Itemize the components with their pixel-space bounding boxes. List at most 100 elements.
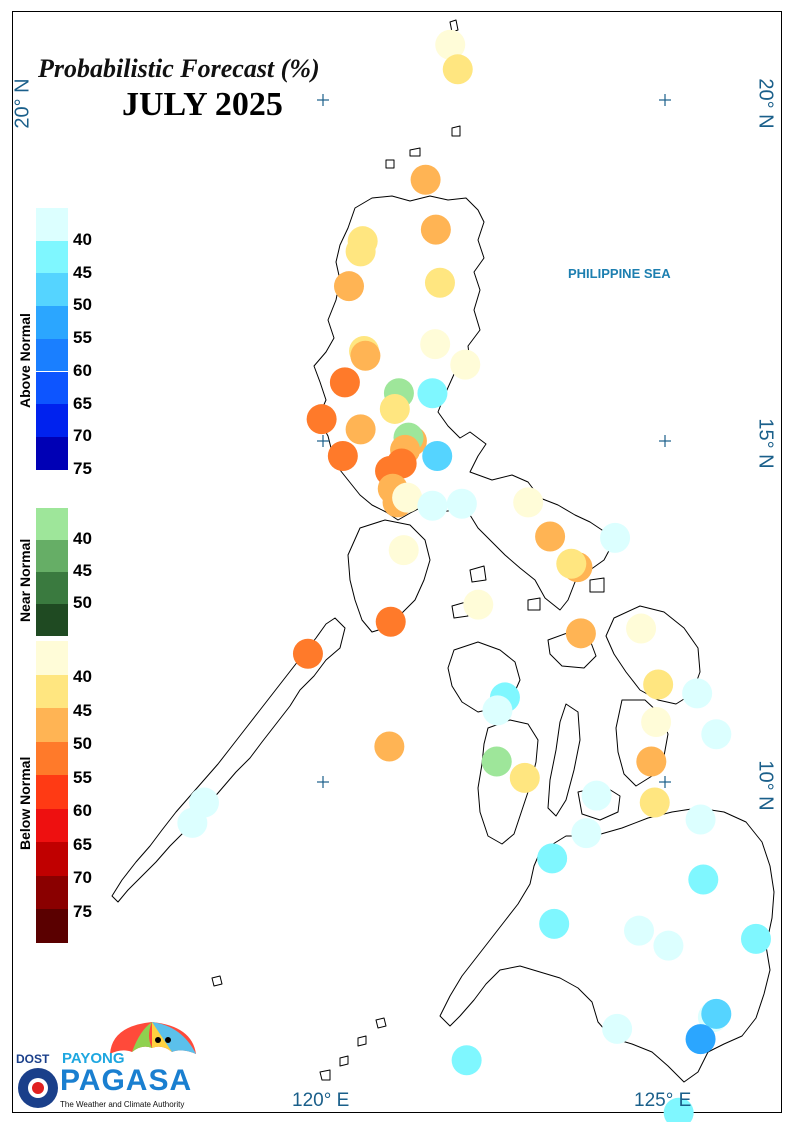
legend-value-near-2: 50: [73, 593, 92, 612]
legend-value-above-2: 50: [73, 295, 92, 315]
station-marker-41: [643, 669, 674, 700]
legend-value-below-5: 65: [73, 834, 92, 854]
legend-swatch-above-7: [36, 436, 68, 470]
station-marker-56: [571, 818, 602, 849]
legend-value-above-0: 40: [73, 230, 92, 249]
station-marker-60: [624, 915, 655, 946]
legend-swatch-below-0: [36, 641, 68, 675]
legend-swatch-near-1: [36, 540, 68, 572]
station-marker-55: [685, 804, 716, 835]
station-marker-0: [435, 29, 466, 60]
legend-swatch-below-4: [36, 775, 68, 809]
legend-value-below-1: 45: [73, 700, 92, 720]
station-marker-62: [740, 923, 771, 954]
station-marker-30: [513, 487, 544, 518]
legend-value-near-0: 40: [73, 529, 92, 548]
station-marker-49: [636, 746, 667, 777]
umbrella-icon: [18, 1022, 196, 1108]
station-marker-52: [639, 787, 670, 818]
station-marker-67: [451, 1045, 482, 1076]
station-marker-11: [450, 349, 481, 380]
station-marker-40: [292, 638, 323, 669]
grid-crosses: [317, 94, 671, 788]
cebu-coastline: [547, 703, 581, 817]
legend-above-label: Above Normal: [17, 313, 33, 408]
legend-swatch-below-6: [36, 842, 68, 876]
lat-label-20-left: 20° N: [11, 78, 34, 129]
station-marker-48: [481, 746, 512, 777]
station-marker-57: [537, 843, 568, 874]
station-marker-42: [682, 678, 713, 709]
lat-label-15-right: 15° N: [754, 418, 777, 469]
station-marker-15: [379, 393, 410, 424]
legend-swatch-above-2: [36, 273, 68, 307]
station-marker-5: [345, 236, 376, 267]
station-marker-10: [350, 340, 381, 371]
station-marker-51: [581, 780, 612, 811]
northern-islands: [385, 19, 461, 169]
station-marker-45: [641, 706, 672, 737]
station-marker-28: [417, 490, 448, 521]
station-marker-47: [374, 731, 405, 762]
legend-value-below-6: 70: [73, 868, 92, 887]
station-marker-36: [463, 589, 494, 620]
station-marker-33: [388, 535, 419, 566]
station-marker-6: [333, 271, 364, 302]
station-marker-16: [306, 404, 337, 435]
pagasa-logo: DOST PAYONG PAGASA The Weather and Clima…: [12, 1018, 212, 1113]
station-marker-50: [509, 762, 540, 793]
lat-label-20-right: 20° N: [754, 78, 777, 129]
station-marker-7: [424, 267, 455, 298]
legend-value-above-3: 55: [73, 328, 92, 348]
legend-near-label: Near Normal: [17, 538, 33, 622]
coastline: [111, 19, 775, 1083]
station-marker-44: [482, 695, 513, 726]
station-marker-64: [701, 998, 732, 1029]
legend-swatch-above-4: [36, 338, 68, 372]
legend-value-near-1: 45: [73, 561, 92, 580]
negros-coastline: [477, 719, 539, 845]
legend-value-above-5: 65: [73, 393, 92, 413]
legend-swatch-below-1: [36, 674, 68, 708]
station-marker-31: [535, 521, 566, 552]
lat-label-10-right: 10° N: [754, 760, 777, 811]
logo-org: DOST: [16, 1052, 50, 1066]
legend-swatch-below-3: [36, 741, 68, 775]
station-marker-2: [410, 164, 441, 195]
logo-brand: PAGASA: [60, 1064, 193, 1097]
legend-swatch-above-0: [36, 208, 68, 241]
legend-value-above-7: 75: [73, 458, 92, 478]
station-marker-3: [420, 214, 451, 245]
station-marker-68: [663, 1097, 694, 1122]
station-marker-54: [177, 807, 208, 838]
station-marker-29: [446, 488, 477, 519]
map-title: Probabilistic Forecast (%): [38, 54, 320, 83]
small-islands: [211, 565, 605, 987]
station-marker-1: [442, 54, 473, 85]
legend-swatch-above-5: [36, 371, 68, 405]
logo-brand-top: PAYONG: [62, 1050, 125, 1067]
station-marker-14: [417, 378, 448, 409]
station-marker-58: [688, 864, 719, 895]
mindanao-coastline: [439, 807, 775, 1083]
station-marker-39: [626, 613, 657, 644]
station-marker-37: [375, 606, 406, 637]
legend-swatch-above-1: [36, 240, 68, 274]
station-marker-65: [602, 1013, 633, 1044]
legend-value-below-2: 50: [73, 734, 92, 753]
station-marker-61: [653, 930, 684, 961]
legend-value-above-6: 70: [73, 426, 92, 446]
legend-swatch-near-3: [36, 604, 68, 636]
map-frame: [12, 11, 782, 1113]
legend-value-below-7: 75: [73, 901, 92, 921]
legend-below-label: Below Normal: [17, 756, 33, 850]
station-marker-27: [392, 482, 423, 513]
palawan-coastline: [111, 617, 346, 903]
station-markers: [177, 29, 771, 1122]
station-marker-17: [345, 414, 376, 445]
legend-swatch-near-0: [36, 508, 68, 540]
legend-value-below-4: 60: [73, 801, 92, 820]
legend-value-below-3: 55: [73, 767, 92, 787]
lon-label-120: 120° E: [292, 1090, 350, 1111]
